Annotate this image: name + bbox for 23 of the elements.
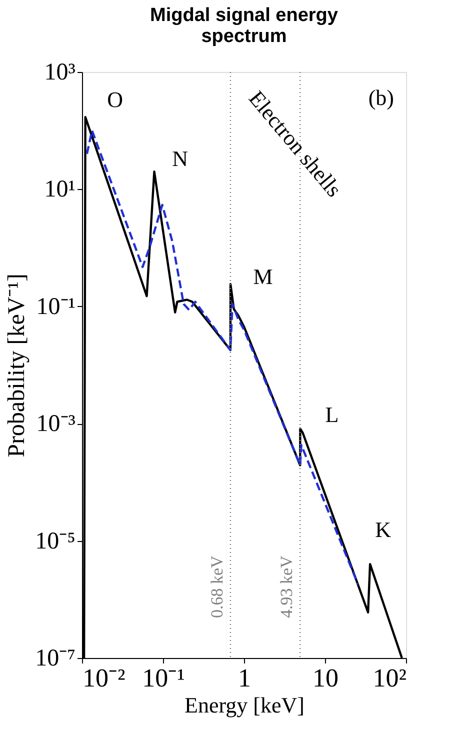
y-tick-label: 10⁻⁵ [35, 528, 76, 554]
y-tick-label: 10³ [44, 60, 76, 86]
annotation: K [375, 517, 392, 542]
annotation: (b) [368, 85, 394, 110]
ref-line-label: 4.93 keV [277, 554, 296, 618]
annotation: L [325, 402, 339, 427]
x-tick-label: 10⁻¹ [142, 664, 185, 692]
x-tick-label: 1 [238, 664, 251, 692]
ref-line-label: 0.68 keV [207, 554, 226, 618]
y-tick-label: 10⁻³ [36, 411, 76, 438]
y-tick-label: 10⁻¹ [36, 294, 76, 320]
text: Migdal signal energy [150, 5, 338, 26]
x-tick-label: 10² [372, 664, 407, 692]
x-axis-title: Energy [keV] [184, 692, 304, 718]
x-tick-label: 10 [312, 664, 338, 692]
annotation: M [253, 264, 273, 289]
annotation: N [172, 146, 188, 171]
x-tick-label: 10⁻² [82, 664, 126, 692]
y-axis-title: Probability [keV⁻¹] [4, 274, 30, 458]
y-tick-label: 10⁻⁷ [35, 646, 76, 672]
annotation: O [107, 87, 123, 112]
y-tick-label: 10¹ [44, 176, 76, 203]
text: spectrum [201, 26, 287, 47]
